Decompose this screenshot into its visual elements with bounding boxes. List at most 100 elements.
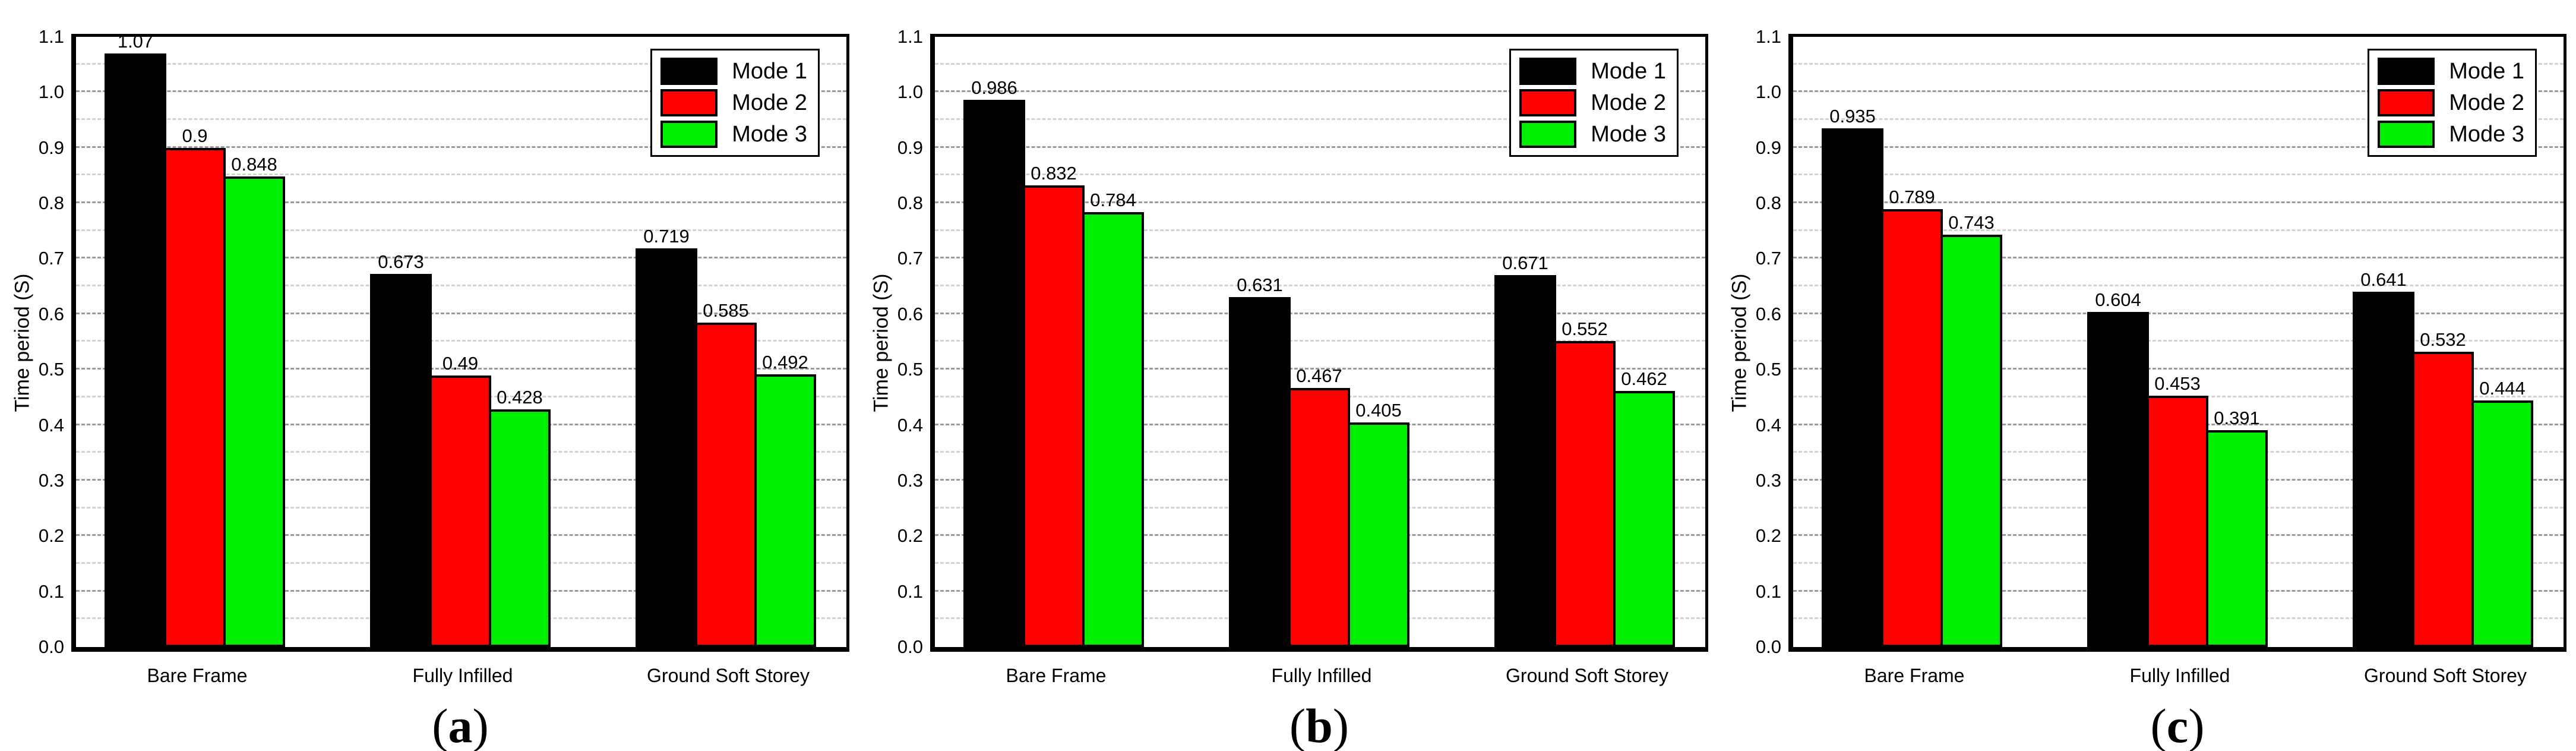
bar-mode2-bare-frame: 0.832 bbox=[1023, 163, 1085, 647]
gridline-major bbox=[935, 313, 1705, 314]
legend-label: Mode 1 bbox=[1591, 59, 1666, 84]
legend-swatch-mode1 bbox=[660, 58, 718, 85]
bar-value-label: 0.848 bbox=[231, 154, 277, 175]
gridline-minor bbox=[935, 285, 1705, 286]
gridline-minor bbox=[935, 340, 1705, 342]
panel-caption: (a) bbox=[432, 699, 489, 751]
bar-mode2-ground-soft-storey: 0.532 bbox=[2412, 329, 2474, 647]
gridline-major bbox=[76, 201, 846, 203]
gridline-major bbox=[935, 146, 1705, 148]
bar-group: 0.986 0.832 0.784 bbox=[963, 37, 1149, 647]
bar-group: 0.719 0.585 0.492 bbox=[636, 37, 821, 647]
x-category-label: Ground Soft Storey bbox=[1506, 665, 1668, 686]
bar-group: 0.673 0.49 0.428 bbox=[370, 37, 555, 647]
y-tick-label: 0.8 bbox=[1755, 193, 1781, 213]
y-tick-label: 0.6 bbox=[897, 304, 923, 324]
bar-value-label: 0.391 bbox=[2214, 408, 2260, 428]
gridline-major bbox=[1793, 146, 2564, 148]
bar-value-label: 0.604 bbox=[2095, 289, 2141, 310]
y-tick-label: 0.3 bbox=[1755, 470, 1781, 491]
legend-label: Mode 3 bbox=[2449, 122, 2524, 147]
y-tick-label: 0.4 bbox=[38, 415, 64, 436]
y-tick-label: 0.1 bbox=[897, 581, 923, 602]
y-tick-label: 0.9 bbox=[897, 137, 923, 158]
y-tick-label: 0.0 bbox=[38, 636, 64, 657]
legend-swatch-mode2 bbox=[2378, 89, 2435, 116]
x-category-label: Fully Infilled bbox=[412, 665, 513, 686]
gridline-major bbox=[76, 368, 846, 370]
bar-mode3-ground-soft-storey: 0.492 bbox=[754, 352, 816, 647]
legend-label: Mode 3 bbox=[732, 122, 807, 147]
plot-area: 1.07 0.9 0.848 0.673 0.49 0.428 0.719 0.585 0.49… bbox=[71, 31, 849, 652]
bar-value-label: 0.444 bbox=[2479, 378, 2526, 399]
legend-row: Mode 1 bbox=[660, 58, 807, 85]
legend-swatch-mode1 bbox=[2378, 58, 2435, 85]
y-tick-label: 0.0 bbox=[897, 636, 923, 657]
legend-label: Mode 2 bbox=[2449, 90, 2524, 115]
gridline-minor bbox=[76, 229, 846, 231]
legend-swatch-mode1 bbox=[1519, 58, 1577, 85]
chart-panel-c: Time period (S) 1.1 1.0 0.9 0.8 0.7 0.6 0.5 0.4 0… bbox=[1717, 0, 2576, 751]
gridline-major bbox=[1793, 313, 2564, 314]
y-tick-label: 0.3 bbox=[38, 470, 64, 491]
bar-value-label: 0.673 bbox=[378, 251, 424, 272]
gridline-minor bbox=[1793, 173, 2564, 175]
bar-value-label: 0.986 bbox=[971, 77, 1017, 98]
bar-value-label: 0.784 bbox=[1090, 190, 1136, 210]
gridline-minor bbox=[935, 173, 1705, 175]
gridline-major bbox=[76, 90, 846, 92]
bar-group: 0.641 0.532 0.444 bbox=[2353, 37, 2538, 647]
y-tick-label: 0.7 bbox=[897, 248, 923, 269]
bar-mode1-ground-soft-storey: 0.719 bbox=[636, 226, 697, 647]
y-tick-label: 0.1 bbox=[1755, 581, 1781, 602]
bar-mode3-fully-infilled: 0.405 bbox=[1348, 400, 1409, 647]
y-tick-label: 0.3 bbox=[897, 470, 923, 491]
bar-value-label: 0.719 bbox=[643, 226, 690, 247]
legend-row: Mode 3 bbox=[1519, 121, 1666, 148]
gridline-minor bbox=[1793, 63, 2564, 65]
bar-value-label: 0.453 bbox=[2154, 373, 2201, 394]
gridline-minor bbox=[76, 173, 846, 175]
x-category-label: Bare Frame bbox=[1006, 665, 1107, 686]
x-category-label: Fully Infilled bbox=[2129, 665, 2230, 686]
bar-mode3-bare-frame: 0.743 bbox=[1940, 212, 2002, 647]
bar-mode1-bare-frame: 0.935 bbox=[1822, 106, 1883, 647]
bar-value-label: 0.585 bbox=[703, 300, 749, 321]
legend-swatch-mode3 bbox=[660, 121, 718, 148]
legend-label: Mode 3 bbox=[1591, 122, 1666, 147]
bar-value-label: 0.631 bbox=[1237, 274, 1283, 295]
y-tick-label: 0.4 bbox=[897, 415, 923, 436]
plot-area: 0.935 0.789 0.743 0.604 0.453 0.391 0.641 0.532… bbox=[1788, 34, 2566, 652]
gridline-major bbox=[1793, 368, 2564, 370]
y-tick-label: 0.6 bbox=[1755, 304, 1781, 324]
y-tick-label: 0.0 bbox=[1755, 636, 1781, 657]
gridline-major bbox=[935, 201, 1705, 203]
legend: Mode 1 Mode 2 Mode 3 bbox=[650, 49, 820, 157]
x-category-label: Ground Soft Storey bbox=[2364, 665, 2527, 686]
gridline-minor bbox=[1793, 340, 2564, 342]
panel-caption: (c) bbox=[2150, 699, 2205, 751]
y-tick-label: 1.0 bbox=[38, 81, 64, 102]
gridline-minor bbox=[935, 63, 1705, 65]
y-tick-label: 0.7 bbox=[38, 248, 64, 269]
gridline-minor bbox=[76, 118, 846, 120]
legend-row: Mode 1 bbox=[1519, 58, 1666, 85]
bar-value-label: 0.9 bbox=[182, 125, 208, 146]
bar-mode1-bare-frame: 0.986 bbox=[963, 77, 1025, 647]
y-tick-label: 0.8 bbox=[38, 193, 64, 213]
gridline-major bbox=[935, 368, 1705, 370]
gridline-major bbox=[76, 313, 846, 314]
gridline-major bbox=[76, 257, 846, 258]
bar-mode1-bare-frame: 1.07 bbox=[105, 31, 166, 647]
bar-mode1-fully-infilled: 0.631 bbox=[1229, 274, 1291, 647]
bar-value-label: 1.07 bbox=[117, 31, 154, 52]
bar-group: 0.671 0.552 0.462 bbox=[1494, 37, 1680, 647]
bar-value-label: 0.789 bbox=[1889, 187, 1935, 207]
bar-value-label: 0.492 bbox=[762, 352, 808, 373]
legend-row: Mode 2 bbox=[660, 89, 807, 116]
y-tick-label: 0.1 bbox=[38, 581, 64, 602]
bar-mode2-bare-frame: 0.789 bbox=[1881, 187, 1943, 647]
y-tick-label: 0.7 bbox=[1755, 248, 1781, 269]
legend: Mode 1 Mode 2 Mode 3 bbox=[2368, 49, 2537, 157]
y-tick-label: 1.0 bbox=[897, 81, 923, 102]
